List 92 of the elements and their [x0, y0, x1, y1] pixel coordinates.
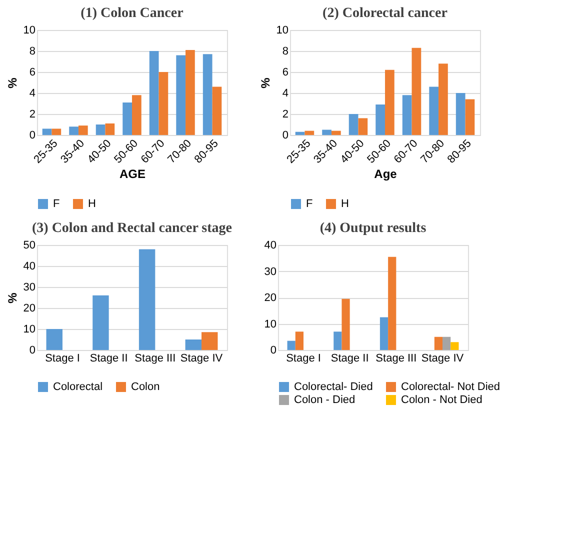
bar — [450, 342, 459, 350]
y-tick-label: 30 — [23, 282, 36, 294]
x-axis-title: Age — [374, 167, 398, 182]
bar — [438, 64, 448, 135]
bar — [304, 130, 314, 135]
legend-label: Colorectal- Died — [294, 381, 373, 393]
bar — [385, 70, 394, 135]
y-tick-label: 50 — [23, 240, 36, 252]
y-tick-label: 2 — [282, 108, 288, 120]
y-tick-label: 0 — [282, 130, 288, 142]
y-tick-label: 40 — [264, 240, 276, 252]
y-tick-label: 10 — [23, 24, 36, 36]
chart-title: (1) Colon Cancer — [80, 6, 184, 21]
x-tick-label: Stage II — [90, 352, 128, 364]
bar — [456, 93, 466, 135]
bar — [69, 126, 78, 135]
bar — [342, 298, 350, 350]
bar — [52, 128, 62, 135]
legend-label: H — [341, 198, 349, 210]
legend-label: F — [306, 198, 313, 210]
bar — [202, 54, 212, 135]
x-axis-title: AGE — [119, 167, 146, 182]
bar — [46, 329, 62, 350]
bar — [348, 114, 358, 135]
bar — [212, 86, 222, 135]
bar — [295, 332, 304, 350]
y-tick-label: 0 — [29, 344, 36, 356]
bar — [186, 50, 195, 135]
y-tick-label: 6 — [29, 66, 36, 78]
bar — [158, 72, 168, 135]
y-tick-label: 2 — [29, 108, 36, 120]
bar — [96, 124, 106, 135]
y-tick-label: 4 — [282, 88, 288, 100]
y-tick-label: 20 — [264, 292, 276, 304]
bar — [402, 95, 412, 135]
chart-title: (3) Colon and Rectal cancer stage — [32, 221, 232, 236]
bar — [138, 249, 156, 350]
x-tick-label: Stage III — [376, 352, 417, 364]
bar — [92, 295, 109, 350]
x-tick-label: Stage II — [330, 352, 369, 364]
legend-label: Colorectal- Not Died — [401, 381, 500, 393]
legend-label: Colon — [131, 381, 160, 393]
bar — [331, 130, 341, 135]
y-tick-label: 6 — [282, 66, 288, 78]
bar — [122, 102, 132, 135]
y-axis-title: % — [5, 292, 20, 304]
bar — [334, 332, 342, 350]
bar — [42, 128, 52, 135]
bar — [202, 332, 218, 350]
y-tick-label: 10 — [23, 324, 36, 336]
bar — [388, 256, 396, 350]
y-axis-title: % — [5, 77, 20, 88]
bar — [412, 48, 422, 135]
legend-label: Colorectal — [53, 381, 103, 393]
x-tick-label: Stage I — [286, 352, 321, 364]
bar — [176, 55, 186, 135]
y-tick-label: 0 — [270, 344, 276, 356]
y-axis-title: % — [258, 77, 272, 88]
bar — [78, 126, 88, 135]
bar — [380, 317, 388, 350]
bar — [322, 130, 332, 135]
y-tick-label: 8 — [282, 46, 288, 58]
bar — [295, 132, 305, 135]
bar — [358, 118, 368, 135]
bar — [429, 86, 439, 135]
x-tick-label: Stage I — [45, 352, 80, 364]
legend-label: Colon - Died — [294, 394, 356, 406]
legend-label: H — [88, 198, 96, 210]
legend-label: Colon - Not Died — [401, 394, 482, 406]
bar — [132, 95, 142, 135]
x-tick-label: Stage IV — [421, 352, 464, 364]
chart-title: (4) Output results — [320, 221, 427, 236]
x-tick-label: Stage IV — [180, 352, 224, 364]
y-tick-label: 30 — [264, 266, 276, 278]
y-tick-label: 10 — [276, 24, 288, 36]
bar — [149, 51, 159, 135]
bar — [434, 336, 443, 350]
y-tick-label: 20 — [23, 302, 36, 314]
y-tick-label: 0 — [29, 130, 36, 142]
bar — [465, 99, 475, 135]
y-tick-label: 4 — [29, 88, 36, 100]
bar — [442, 336, 451, 350]
bar — [287, 340, 296, 350]
legend-label: F — [53, 198, 60, 210]
bar — [376, 104, 385, 135]
y-tick-label: 8 — [29, 46, 36, 58]
x-tick-label: Stage III — [134, 352, 176, 364]
bar — [185, 340, 202, 350]
bar — [105, 123, 115, 135]
y-tick-label: 40 — [23, 260, 36, 272]
chart-title: (2) Colorectal cancer — [322, 6, 448, 21]
y-tick-label: 10 — [264, 318, 276, 330]
